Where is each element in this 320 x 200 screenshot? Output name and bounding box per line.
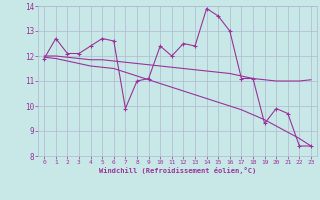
X-axis label: Windchill (Refroidissement éolien,°C): Windchill (Refroidissement éolien,°C)	[99, 167, 256, 174]
